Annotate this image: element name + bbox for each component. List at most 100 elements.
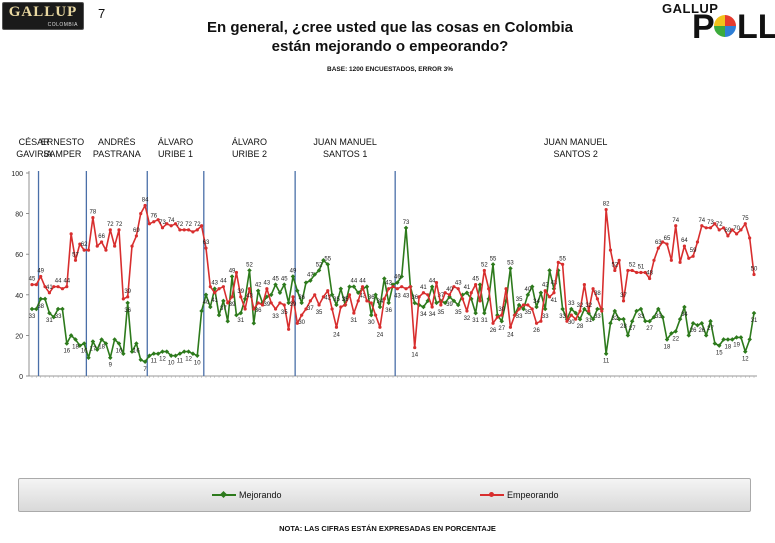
data-point-mejorando <box>329 292 335 298</box>
data-point-mejorando <box>669 331 674 336</box>
data-point-empeorando <box>556 260 560 264</box>
data-point-empeorando <box>574 317 578 321</box>
data-label-mejorando: 36 <box>298 295 305 301</box>
data-label-empeorando: 32 <box>577 303 584 309</box>
data-point-empeorando <box>247 287 252 291</box>
data-point-mejorando <box>616 316 622 322</box>
period-label-line1: ANDRÉS <box>98 137 136 147</box>
data-point-empeorando <box>321 295 326 299</box>
data-point-empeorando <box>265 287 269 291</box>
data-point-mejorando <box>525 292 531 298</box>
data-label-empeorando: 82 <box>603 202 610 208</box>
data-point-empeorando <box>591 287 595 291</box>
data-label-empeorando: 52 <box>611 262 618 268</box>
data-point-mejorando <box>373 292 378 298</box>
data-point-empeorando <box>656 246 660 250</box>
data-label-mejorando: 34 <box>377 299 384 305</box>
data-label-empeorando: 44 <box>359 279 366 285</box>
data-point-mejorando <box>295 288 300 294</box>
data-point-mejorando <box>673 329 678 334</box>
data-label-empeorando: 84 <box>142 197 149 203</box>
data-label-mejorando: 36 <box>124 308 131 314</box>
data-label-empeorando: 63 <box>203 240 210 246</box>
data-point-empeorando <box>534 321 539 325</box>
data-point-mejorando <box>542 306 548 312</box>
data-point-mejorando <box>195 353 200 358</box>
data-label-mejorando: 33 <box>55 314 62 320</box>
data-label-empeorando: 44 <box>63 279 70 285</box>
data-point-mejorando <box>316 268 322 273</box>
data-point-mejorando <box>603 351 609 356</box>
data-point-empeorando <box>273 307 278 311</box>
data-point-empeorando <box>230 295 234 299</box>
data-point-empeorando <box>665 242 669 246</box>
data-label-empeorando: 35 <box>281 310 288 316</box>
data-point-empeorando <box>330 307 334 311</box>
data-label-mejorando: 33 <box>29 314 36 320</box>
data-point-empeorando <box>108 228 112 232</box>
data-point-mejorando <box>421 304 426 310</box>
data-point-empeorando <box>652 258 656 262</box>
data-label-empeorando: 43 <box>455 281 462 287</box>
data-point-mejorando <box>734 335 739 340</box>
data-label-mejorando: 53 <box>507 260 514 266</box>
data-label-empeorando: 41 <box>211 298 218 304</box>
data-point-mejorando <box>534 304 539 310</box>
legend-label-empeorando: Empeorando <box>507 490 559 500</box>
data-point-empeorando <box>526 303 530 307</box>
data-label-mejorando: 44 <box>351 279 358 285</box>
data-label-mejorando: 49 <box>290 269 297 275</box>
data-point-empeorando <box>682 244 687 248</box>
data-label-empeorando: 33 <box>516 314 523 320</box>
data-label-empeorando: 63 <box>655 240 662 246</box>
data-point-empeorando <box>30 283 34 287</box>
data-label-mejorando: 34 <box>420 312 427 318</box>
legend-label-mejorando: Mejorando <box>239 490 282 500</box>
data-label-empeorando: 55 <box>559 256 566 262</box>
data-label-mejorando: 40 <box>203 300 210 306</box>
data-point-mejorando <box>629 318 635 324</box>
data-point-empeorando <box>217 287 221 291</box>
data-label-mejorando: 55 <box>324 256 331 262</box>
data-point-mejorando <box>538 290 544 296</box>
data-point-empeorando <box>604 207 608 212</box>
logo-right-top: GALLUP <box>662 1 719 16</box>
data-point-mejorando <box>403 225 409 231</box>
data-point-empeorando <box>304 307 308 311</box>
data-label-empeorando: 41 <box>46 285 53 291</box>
data-point-empeorando <box>156 218 160 222</box>
data-label-mejorando: 36 <box>385 308 392 314</box>
data-point-mejorando <box>238 310 244 316</box>
data-label-mejorando: 39 <box>264 302 271 308</box>
data-point-empeorando <box>400 285 404 289</box>
y-tick-label: 100 <box>11 171 23 178</box>
data-point-mejorando <box>547 268 552 273</box>
data-point-mejorando <box>216 312 222 318</box>
data-label-mejorando: 33 <box>542 314 549 320</box>
data-point-empeorando <box>700 224 704 228</box>
data-point-empeorando <box>326 289 330 293</box>
data-point-mejorando <box>308 278 313 283</box>
data-label-mejorando: 16 <box>133 349 140 355</box>
data-point-empeorando <box>34 283 38 287</box>
data-point-empeorando <box>291 295 295 299</box>
data-point-empeorando <box>413 345 417 350</box>
data-label-mejorando: 47 <box>307 273 314 279</box>
data-point-mejorando <box>560 306 565 312</box>
data-label-empeorando: 73 <box>707 220 714 226</box>
data-point-empeorando <box>695 240 700 244</box>
data-point-empeorando <box>674 224 678 228</box>
data-point-empeorando <box>117 228 121 232</box>
data-point-empeorando <box>391 285 395 289</box>
data-point-empeorando <box>743 222 747 226</box>
data-point-mejorando <box>108 355 113 360</box>
data-point-empeorando <box>730 228 734 232</box>
data-label-mejorando: 18 <box>98 344 105 350</box>
data-point-mejorando <box>255 288 261 293</box>
data-point-empeorando <box>126 295 130 299</box>
data-point-mejorando <box>268 292 274 298</box>
data-point-mejorando <box>656 306 661 312</box>
data-point-mejorando <box>595 306 600 312</box>
data-point-empeorando <box>178 228 182 232</box>
data-label-empeorando: 65 <box>664 236 671 242</box>
